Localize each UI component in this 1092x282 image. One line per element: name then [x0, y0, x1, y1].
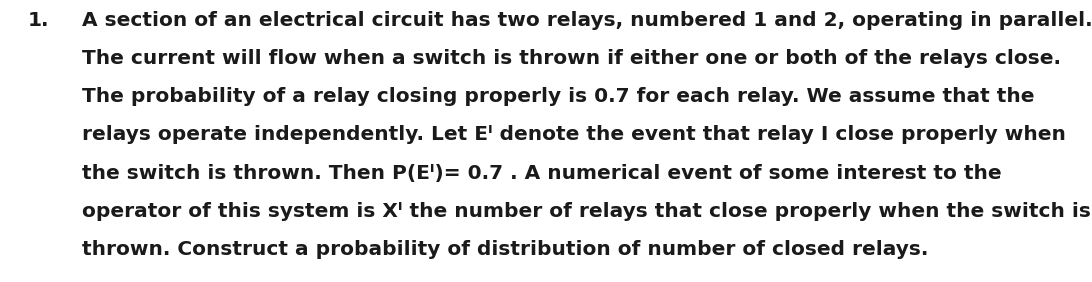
- Text: the switch is thrown. Then P(Eᴵ)= 0.7 . A numerical event of some interest to th: the switch is thrown. Then P(Eᴵ)= 0.7 . …: [82, 164, 1001, 182]
- Text: The current will flow when a switch is thrown if either one or both of the relay: The current will flow when a switch is t…: [82, 49, 1061, 68]
- Text: 1.: 1.: [27, 11, 49, 30]
- Text: A section of an electrical circuit has two relays, numbered 1 and 2, operating i: A section of an electrical circuit has t…: [82, 11, 1092, 30]
- Text: operator of this system is Xᴵ the number of relays that close properly when the : operator of this system is Xᴵ the number…: [82, 202, 1091, 221]
- Text: thrown. Construct a probability of distribution of number of closed relays.: thrown. Construct a probability of distr…: [82, 240, 928, 259]
- Text: relays operate independently. Let Eᴵ denote the event that relay I close properl: relays operate independently. Let Eᴵ den…: [82, 125, 1066, 144]
- Text: The probability of a relay closing properly is 0.7 for each relay. We assume tha: The probability of a relay closing prope…: [82, 87, 1034, 106]
